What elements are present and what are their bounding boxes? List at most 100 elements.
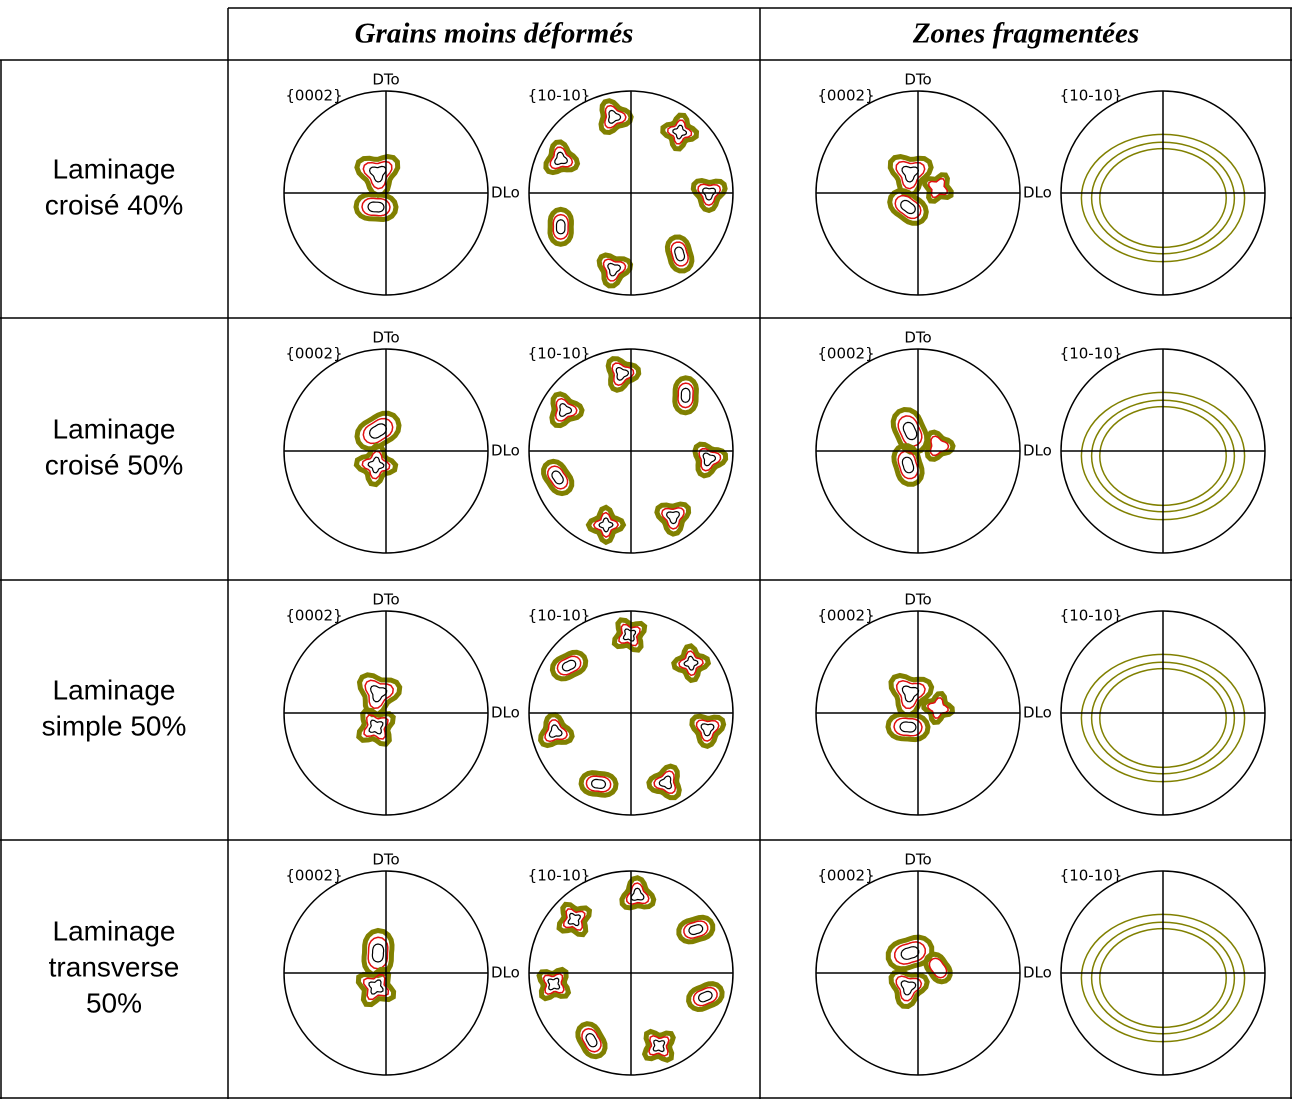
contour (695, 719, 720, 742)
pole-figure: {10-10} (528, 607, 734, 816)
contour (683, 920, 709, 939)
contour (598, 517, 614, 533)
contour (604, 104, 627, 129)
contour (371, 943, 385, 963)
direction-label: DLo (491, 964, 520, 982)
contour (575, 1021, 608, 1060)
contour (894, 941, 926, 965)
contour (585, 1032, 598, 1048)
contour (641, 1028, 676, 1063)
contour (671, 643, 712, 684)
contour (549, 391, 585, 429)
direction-label: DTo (904, 71, 931, 89)
contour (607, 109, 622, 124)
contour (665, 510, 680, 525)
contour (667, 119, 693, 145)
contour (692, 441, 729, 479)
plane-label: {0002} (817, 345, 874, 363)
row-label: Laminage (53, 674, 176, 705)
contour (688, 924, 704, 936)
contour (885, 711, 931, 743)
contour (895, 160, 926, 190)
contour (683, 655, 699, 671)
direction-label: DTo (904, 329, 931, 347)
contour (354, 410, 402, 452)
contour (581, 1027, 602, 1053)
pole-figure: {0002} DTo DLo (815, 71, 1052, 296)
contour (654, 501, 692, 537)
contour (585, 775, 612, 793)
row-label: croisé 50% (45, 449, 184, 480)
contour (611, 362, 635, 386)
contour (902, 421, 918, 441)
contour (928, 957, 948, 979)
contour (362, 160, 393, 190)
contour (547, 465, 569, 490)
pole-figure: {10-10} (1060, 87, 1266, 296)
plane-label: {10-10} (1060, 345, 1123, 363)
contour (900, 980, 917, 996)
plane-label: {0002} (285, 867, 342, 885)
direction-label: DLo (491, 184, 520, 202)
direction-label: DLo (1023, 184, 1052, 202)
plane-label: {10-10} (528, 607, 591, 625)
direction-label: DTo (372, 329, 399, 347)
direction-label: DTo (904, 591, 931, 609)
contour (702, 452, 717, 467)
row-label: croisé 40% (45, 189, 184, 220)
contour (901, 685, 920, 703)
row-label: simple 50% (42, 710, 187, 741)
contour (548, 724, 563, 738)
contour (549, 146, 574, 170)
plane-label: {0002} (817, 87, 874, 105)
contour (592, 511, 620, 538)
contour (367, 456, 385, 474)
pole-figure: {10-10} (528, 345, 734, 554)
contour (567, 912, 581, 927)
contour (661, 507, 685, 530)
contour (698, 447, 722, 472)
contour (353, 191, 399, 223)
plane-label: {10-10} (1060, 867, 1123, 885)
contour (895, 975, 923, 1002)
contour (561, 659, 577, 672)
contour (648, 1034, 670, 1057)
plane-label: {10-10} (1060, 607, 1123, 625)
pole-figure: {0002} DTo DLo (815, 851, 1052, 1076)
contour (605, 356, 642, 393)
contour (900, 199, 916, 215)
contour (702, 187, 717, 201)
contour (664, 234, 695, 274)
contour (596, 252, 634, 289)
contour (354, 153, 401, 199)
plane-label: {0002} (817, 607, 874, 625)
contour (888, 968, 930, 1010)
plane-label: {0002} (817, 867, 874, 885)
contour (700, 723, 715, 737)
contour (368, 979, 384, 995)
contour (547, 977, 561, 991)
contour (697, 990, 713, 1003)
contour (555, 219, 566, 235)
contour (676, 914, 716, 945)
direction-label: DLo (1023, 442, 1052, 460)
contour (549, 649, 589, 682)
pole-figure: {0002} DTo DLo (815, 591, 1052, 816)
contour (646, 763, 682, 801)
row-label: Laminage (53, 915, 176, 946)
contour (894, 194, 922, 220)
contour (362, 417, 394, 445)
contour (618, 623, 641, 647)
contour (922, 172, 954, 204)
column-header: Zones fragmentées (912, 18, 1139, 50)
contour (541, 458, 575, 497)
contour (538, 712, 575, 749)
contour (368, 719, 384, 735)
pole-figure: {0002} DTo DLo (283, 71, 520, 296)
contour (369, 685, 388, 703)
contour (611, 617, 648, 653)
contour (554, 397, 578, 422)
contour (585, 504, 627, 546)
contour (361, 450, 391, 480)
